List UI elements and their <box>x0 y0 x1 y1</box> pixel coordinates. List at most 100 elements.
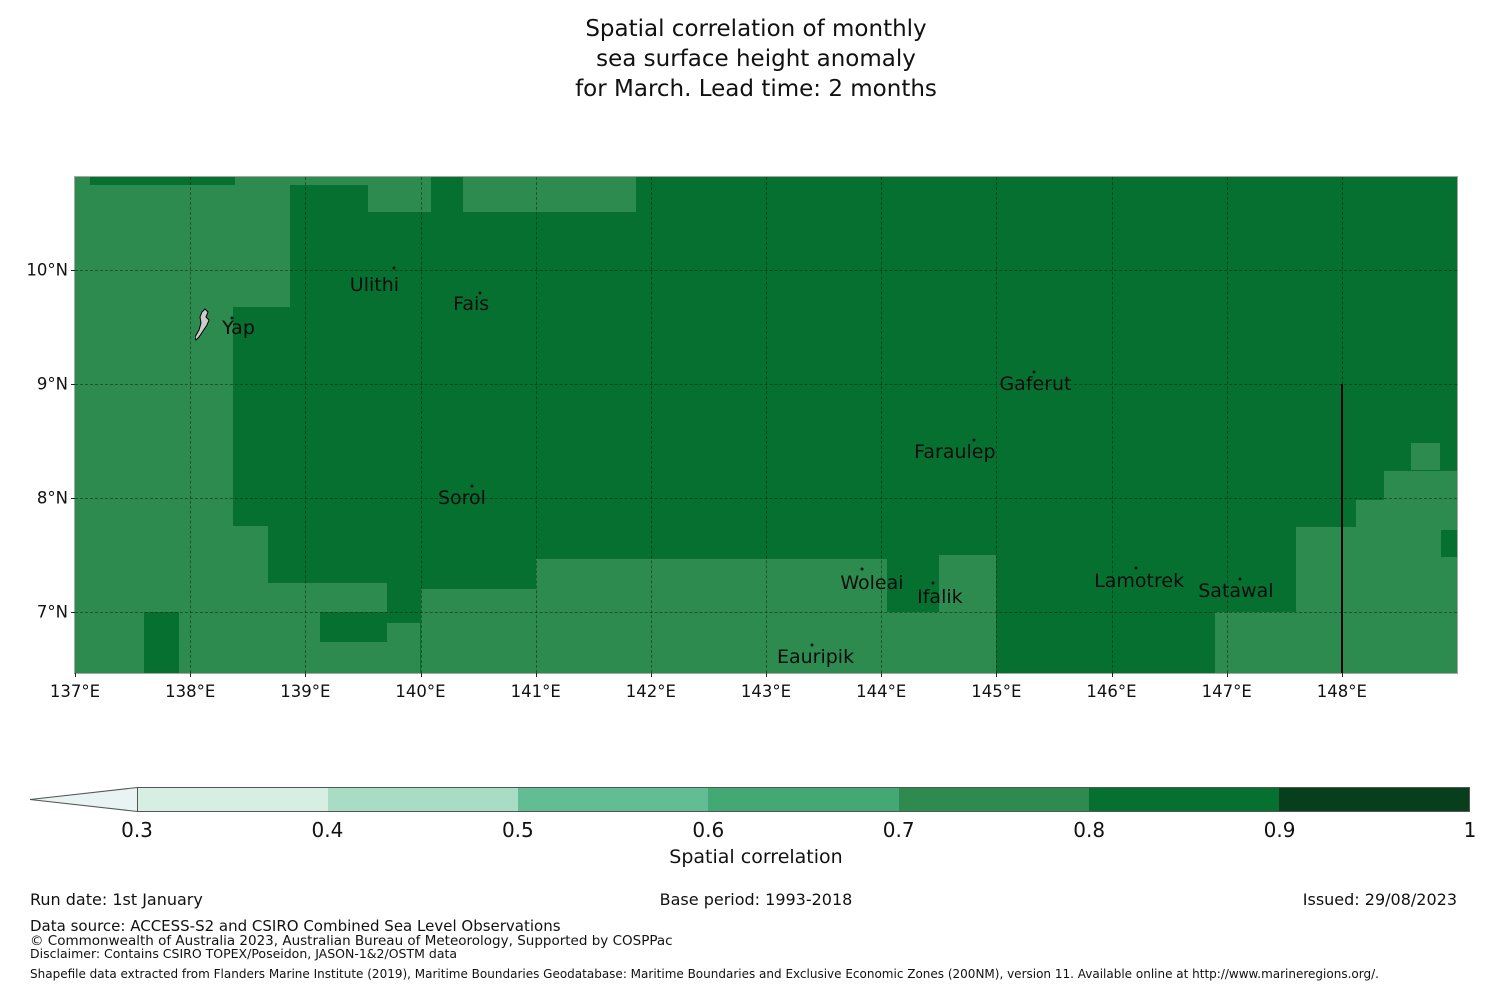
meridian-gridline <box>766 177 767 673</box>
x-tick-mark <box>75 673 76 677</box>
meridian-gridline <box>881 177 883 673</box>
correlation-region-0p7-0p8 <box>367 177 431 213</box>
y-tick-mark <box>71 497 75 499</box>
x-tick-label: 143°E <box>740 682 792 701</box>
x-tick-label: 139°E <box>280 682 331 701</box>
island-marker-dot <box>478 291 482 295</box>
colorbar-tick-label: 0.4 <box>311 818 344 842</box>
colorbar-segment-0.6-0.7 <box>708 788 899 811</box>
correlation-region-0p7-0p8 <box>938 554 997 673</box>
colorbar-tick-label: 1 <box>1463 818 1477 842</box>
x-tick-mark <box>766 673 767 677</box>
meridian-gridline <box>420 177 422 673</box>
colorbar-segment-0.8-0.9 <box>1088 788 1279 811</box>
island-label: Eauripik <box>776 646 855 669</box>
parallel-gridline <box>75 270 1457 272</box>
colorbar-tick-label: 0.3 <box>121 818 153 842</box>
x-tick-mark <box>1226 673 1228 677</box>
colorbar-tick-label: 0.5 <box>501 818 534 842</box>
y-tick-mark <box>71 611 75 613</box>
colorbar-segment-0.3-0.4 <box>138 788 329 811</box>
y-tick-mark <box>71 384 75 386</box>
correlation-region-0p7-0p8 <box>190 278 233 673</box>
y-tick-label: 10°N <box>26 260 68 280</box>
colorbar-segment-0.9-1 <box>1278 788 1469 811</box>
x-tick-label: 147°E <box>1201 682 1252 701</box>
island-label: Ifalik <box>917 585 963 608</box>
correlation-region-0p7-0p8 <box>1410 443 1440 471</box>
colorbar-under-arrow <box>29 787 138 812</box>
correlation-region-0p7-0p8 <box>320 642 388 673</box>
y-tick-mark <box>71 270 75 272</box>
correlation-region-0p7-0p8 <box>535 559 887 673</box>
x-tick-mark <box>535 673 537 677</box>
island-marker-dot <box>810 643 814 647</box>
island-marker-dot <box>470 484 474 488</box>
x-tick-mark <box>881 673 883 677</box>
x-tick-label: 137°E <box>49 682 101 701</box>
correlation-region-0p8-0p9 <box>144 611 179 673</box>
x-tick-label: 141°E <box>510 682 561 701</box>
y-tick-label: 9°N <box>36 374 68 394</box>
colorbar-segment-0.5-0.6 <box>518 788 709 811</box>
correlation-region-0p7-0p8 <box>463 177 636 213</box>
run-date: Run date: 1st January <box>30 890 203 909</box>
island-label: Faraulep <box>914 441 996 464</box>
correlation-region-0p7-0p8 <box>268 583 321 673</box>
x-tick-mark <box>190 673 192 677</box>
island-label: Satawal <box>1198 580 1274 603</box>
y-tick-label: 8°N <box>36 488 68 508</box>
colorbar-tick-label: 0.8 <box>1073 818 1106 842</box>
disclaimer: Disclaimer: Contains CSIRO TOPEX/Poseido… <box>30 946 458 961</box>
correlation-region-0p7-0p8 <box>420 588 536 673</box>
island-marker-dot <box>392 266 396 270</box>
x-tick-label: 140°E <box>395 682 446 701</box>
island-marker-dot <box>230 316 234 320</box>
island-label: Fais <box>453 293 490 316</box>
map-plot: Yap Ulithi Fais Gaferut Faraulep Sorol Woleai I… <box>74 176 1458 674</box>
x-tick-mark <box>1341 673 1343 677</box>
parallel-gridline <box>75 384 1457 386</box>
island-label: Woleai <box>840 572 904 595</box>
eez-boundary-line <box>1340 384 1343 673</box>
colorbar-segment-0.4-0.5 <box>328 788 519 811</box>
island-label: Sorol <box>437 486 486 509</box>
meridian-gridline <box>650 177 652 673</box>
parallel-gridline <box>75 611 1457 613</box>
meridian-gridline <box>1226 177 1228 673</box>
x-tick-mark <box>305 673 307 677</box>
x-tick-label: 148°E <box>1316 682 1367 701</box>
x-tick-mark <box>996 673 998 677</box>
correlation-region-0p7-0p8 <box>886 611 939 673</box>
x-tick-label: 145°E <box>971 682 1022 701</box>
correlation-region-0p7-0p8 <box>387 622 421 673</box>
correlation-region-0p7-0p8 <box>320 583 388 612</box>
copyright: © Commonwealth of Australia 2023, Austra… <box>30 933 673 949</box>
chart-title-line2: sea surface height anomaly <box>596 46 916 72</box>
y-tick-label: 7°N <box>36 602 68 622</box>
meridian-gridline <box>305 177 307 673</box>
x-tick-label: 142°E <box>625 682 676 701</box>
x-tick-mark <box>650 673 652 677</box>
x-tick-mark <box>1111 673 1113 677</box>
correlation-region-0p8-0p9 <box>1440 529 1457 557</box>
colorbar-tick-label: 0.6 <box>692 818 725 842</box>
island-marker-dot <box>1238 577 1242 581</box>
correlation-region-0p7-0p8 <box>190 177 291 279</box>
meridian-gridline <box>535 177 537 673</box>
colorbar-tick-label: 0.7 <box>882 818 915 842</box>
meridian-gridline <box>996 177 998 673</box>
x-tick-label: 144°E <box>856 682 907 701</box>
correlation-region-0p8-0p9 <box>89 177 236 185</box>
chart-title-line1: Spatial correlation of monthly <box>585 16 927 42</box>
correlation-region-0p7-0p8 <box>1295 527 1457 673</box>
colorbar <box>137 787 1470 812</box>
meridian-gridline <box>1111 177 1113 673</box>
x-tick-label: 138°E <box>165 682 216 701</box>
chart-title: Spatial correlation of monthly sea surfa… <box>56 14 1456 104</box>
correlation-region-0p7-0p8 <box>1384 470 1457 501</box>
island-label: Ulithi <box>349 274 400 297</box>
colorbar-segment-0.7-0.8 <box>898 788 1089 811</box>
island-marker-dot <box>931 581 935 585</box>
